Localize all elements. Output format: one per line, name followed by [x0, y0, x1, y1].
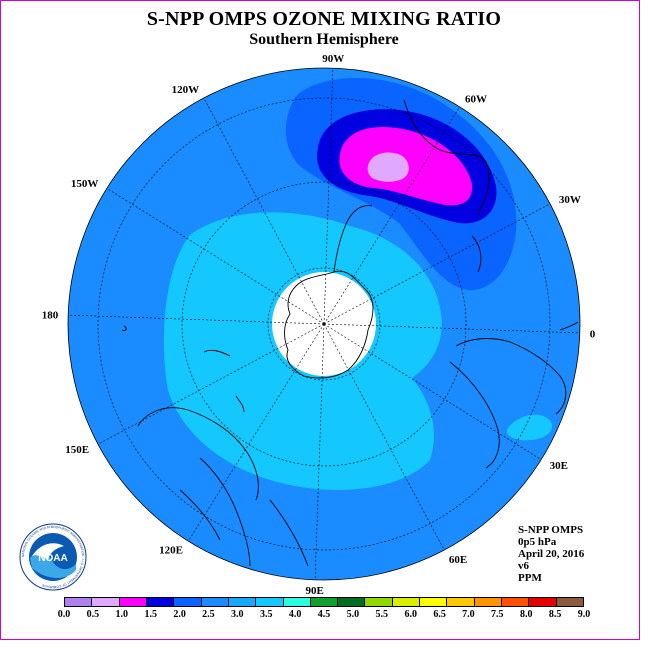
colorbar-tick-label: 4.5 — [317, 609, 331, 620]
latitude-circles — [97, 97, 551, 551]
colorbar-tick-label: 7.0 — [462, 609, 475, 620]
colorbar-tick-label: 4.0 — [288, 609, 302, 620]
colorbar-segment — [365, 598, 393, 606]
colorbar-tick-label: 8.0 — [519, 609, 533, 620]
colorbar-tick-label: 5.0 — [346, 609, 360, 620]
meridian-line — [323, 323, 580, 334]
info-level: 0p5 hPa — [518, 536, 557, 548]
meridian-line — [106, 188, 325, 325]
longitude-label: 150W — [71, 178, 99, 190]
colorbar-segment — [338, 598, 366, 606]
logo-text: NOAA — [38, 553, 67, 564]
info-units: PPM — [518, 572, 542, 584]
page-title: S-NPP OMPS OZONE MIXING RATIO — [146, 8, 502, 30]
colorbar-segment — [502, 598, 530, 606]
longitude-label: 30W — [559, 194, 581, 206]
colorbar-tick-label: 7.5 — [491, 609, 504, 620]
colorbar-segment — [310, 598, 339, 606]
longitude-label: 120E — [159, 545, 183, 557]
colorbar-segment — [256, 598, 284, 606]
colorbar-segment — [420, 598, 448, 606]
longitude-label: 30E — [550, 460, 568, 472]
meridian-line — [188, 323, 325, 542]
meridian-line — [97, 323, 325, 445]
meridian-line — [323, 203, 551, 325]
colorbar-tick-label: 2.0 — [173, 609, 186, 620]
page-subtitle: Southern Hemisphere — [249, 31, 399, 48]
colorbar-segment — [556, 598, 583, 606]
meridian-line — [68, 314, 325, 325]
noaa-logo-icon: NOAA NATIONAL OCEANIC AND ATMOSPHERIC AD… — [19, 523, 87, 591]
colorbar-segment — [283, 598, 311, 606]
colorbar-tick-label: 3.5 — [259, 609, 273, 620]
meridian-line — [323, 68, 334, 325]
longitude-label: 150E — [65, 444, 89, 456]
colorbar-segment — [119, 598, 147, 606]
colorbar-tick-label: 2.5 — [202, 609, 215, 620]
colorbar-tick-label: 3.0 — [231, 609, 244, 620]
meridian-line — [314, 323, 325, 580]
colorbar-segment — [529, 598, 557, 606]
colorbar-segment — [228, 598, 257, 606]
colorbar — [64, 597, 584, 607]
longitude-label: 120W — [172, 84, 200, 96]
longitude-label: 60E — [449, 554, 467, 566]
colorbar-tick-label: 6.5 — [433, 609, 446, 620]
info-date: April 20, 2016 — [518, 548, 585, 560]
colorbar-tick-label: 0.0 — [57, 609, 71, 620]
meridian-line — [203, 97, 325, 325]
colorbar-tick-label: 6.0 — [404, 609, 417, 620]
info-version: v6 — [518, 560, 529, 572]
colorbar-segment — [201, 598, 229, 606]
longitude-label: 60W — [465, 93, 487, 105]
colorbar-tick-label: 8.5 — [548, 609, 562, 620]
colorbar-segment — [65, 598, 93, 606]
globe-outline — [67, 67, 581, 581]
maximum-core — [367, 152, 409, 182]
longitude-label: 90W — [322, 53, 344, 65]
colorbar-segment — [92, 598, 120, 606]
colorbar-tick-label: 1.0 — [115, 609, 129, 620]
field-light-patch — [506, 414, 553, 441]
info-panel: S-NPP OMPS 0p5 hPa April 20, 2016 v6 PPM — [518, 524, 584, 584]
meridian-line — [323, 106, 460, 325]
longitude-label: 180 — [42, 310, 59, 322]
colorbar-ticks: 0.0 0.5 1.0 1.5 2.0 2.5 3.0 3.5 4.0 4.5 5.0 5.5 6.0 6… — [58, 609, 591, 623]
info-instrument: S-NPP OMPS — [518, 524, 584, 536]
colorbar-tick-label: 0.5 — [86, 609, 100, 620]
longitude-label: 90E — [306, 585, 324, 597]
meridian-line — [323, 323, 445, 551]
meridian-lines — [68, 68, 580, 580]
figure-frame — [0, 0, 640, 640]
colorbar-segment — [392, 598, 421, 606]
colorbar-segment — [146, 598, 175, 606]
longitude-labels: 0 30W 60W 90W 120W 150W 180 150E 120E 90E 60E 30E — [42, 53, 596, 597]
longitude-label: 0 — [590, 328, 596, 340]
colorbar-tick-label: 9.0 — [577, 609, 591, 620]
meridian-line — [323, 323, 542, 460]
colorbar-tick-label: 5.5 — [375, 609, 389, 620]
colorbar-segment — [474, 598, 502, 606]
colorbar-segment — [447, 598, 475, 606]
colorbar-segment — [174, 598, 202, 606]
colorbar-tick-label: 1.5 — [144, 609, 157, 620]
